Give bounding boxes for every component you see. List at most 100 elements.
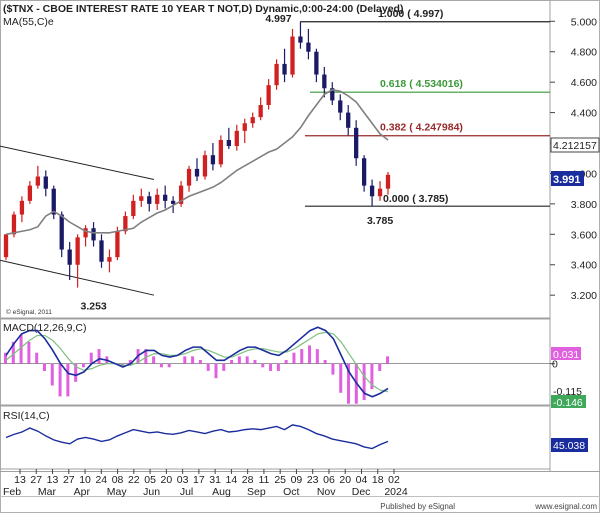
footer-published: Published by eSignal bbox=[380, 502, 455, 511]
macd-hist-bar bbox=[230, 360, 234, 364]
month-label: Mar bbox=[38, 486, 57, 498]
macd-hist-bar bbox=[159, 363, 163, 368]
date-tick-label: 25 bbox=[274, 474, 286, 486]
price-tick-label: 3.400 bbox=[571, 260, 597, 272]
high-annotation: 4.997 bbox=[265, 13, 291, 25]
macd-label: MACD(12,26,9,C) bbox=[3, 322, 86, 334]
date-tick-label: 08 bbox=[112, 474, 124, 486]
candle-body bbox=[27, 185, 33, 201]
macd-hist-bar bbox=[35, 352, 39, 364]
candle-body bbox=[346, 112, 351, 128]
candle-body bbox=[385, 174, 391, 189]
candle-body bbox=[115, 231, 120, 258]
channel-upper-line bbox=[0, 145, 155, 181]
macd-hist-box bbox=[551, 347, 581, 360]
candle-body bbox=[99, 240, 104, 262]
month-label: Dec bbox=[352, 486, 371, 498]
macd-hist-bar bbox=[378, 363, 382, 371]
macd-hist-bar bbox=[74, 363, 78, 382]
date-tick-label: 02 bbox=[388, 474, 400, 486]
candle-body bbox=[210, 155, 216, 165]
date-tick-label: 24 bbox=[95, 474, 107, 486]
macd-hist-bar bbox=[284, 360, 288, 364]
date-tick-label: 17 bbox=[193, 474, 205, 486]
macd-hist-bar bbox=[58, 363, 62, 397]
macd-hist-bar bbox=[269, 363, 273, 371]
candle-body bbox=[91, 228, 96, 241]
candle-body bbox=[131, 200, 136, 217]
ma-line bbox=[5, 88, 389, 236]
macd-hist-bar bbox=[167, 363, 171, 368]
macd-signal-line bbox=[5, 331, 389, 393]
candle-body bbox=[202, 155, 208, 177]
month-label: Nov bbox=[317, 486, 336, 498]
candle-body bbox=[107, 257, 112, 262]
month-label: Sep bbox=[247, 486, 266, 498]
low-annotation: 3.253 bbox=[80, 301, 106, 313]
axes-layer: 5.0004.8004.6004.4004.2004.0003.8003.600… bbox=[3, 16, 597, 498]
date-tick-label: 13 bbox=[47, 474, 59, 486]
candle-body bbox=[282, 63, 287, 75]
rsi-value: 45.038 bbox=[553, 440, 585, 452]
month-label: Jul bbox=[180, 486, 193, 498]
macd-hist-bar bbox=[323, 360, 327, 364]
date-tick-label: 06 bbox=[323, 474, 335, 486]
footer-url: www.esignal.com bbox=[534, 502, 597, 511]
date-tick-label: 03 bbox=[177, 474, 189, 486]
candle-body bbox=[306, 42, 311, 52]
candle-body bbox=[218, 139, 224, 165]
macd-hist-bar bbox=[4, 352, 7, 364]
candle-body bbox=[3, 234, 9, 258]
month-label: Jun bbox=[143, 486, 160, 498]
date-tick-label: 04 bbox=[356, 474, 368, 486]
macd-hist-bar bbox=[214, 363, 218, 379]
candle-body bbox=[186, 168, 192, 186]
candle-body bbox=[67, 249, 72, 265]
candle-body bbox=[51, 188, 56, 215]
macd-hist-bar bbox=[81, 363, 85, 368]
macd-hist-bar bbox=[11, 341, 15, 364]
macd-hist-bar bbox=[27, 341, 31, 364]
fib-label-0000: 0.000 ( 3.785) bbox=[383, 193, 448, 205]
date-tick-label: 31 bbox=[209, 474, 221, 486]
fib-label-0382: 0.382 ( 4.247984) bbox=[380, 122, 463, 134]
date-tick-label: 10 bbox=[79, 474, 91, 486]
macd-value-box bbox=[551, 385, 583, 397]
macd-hist-bar bbox=[362, 363, 366, 401]
rsi-layer bbox=[5, 424, 389, 450]
candle-body bbox=[83, 228, 88, 238]
candle-body bbox=[194, 168, 200, 177]
macd-hist-bar bbox=[300, 349, 304, 364]
candle-body bbox=[226, 139, 231, 147]
macd-hist-bar bbox=[276, 363, 280, 371]
macd-hist-bar bbox=[386, 356, 389, 364]
macd-hist-bar bbox=[206, 363, 210, 371]
fibonacci-levels bbox=[300, 21, 550, 207]
candle-body bbox=[298, 36, 303, 43]
candle-body bbox=[361, 158, 367, 186]
candle-body bbox=[250, 117, 255, 124]
ma-label: MA(55,C)e bbox=[3, 16, 54, 28]
price-tick-label: 5.000 bbox=[571, 16, 597, 28]
candle-body bbox=[274, 63, 279, 86]
month-label: May bbox=[107, 486, 128, 498]
date-tick-label: 20 bbox=[339, 474, 351, 486]
candle-body bbox=[155, 194, 160, 204]
price-tick-label: 4.400 bbox=[571, 108, 597, 120]
date-tick-label: 18 bbox=[372, 474, 384, 486]
date-tick-label: 20 bbox=[161, 474, 173, 486]
candle-body bbox=[258, 104, 263, 118]
date-tick-label: 14 bbox=[226, 474, 238, 486]
macd-layer: 0 bbox=[0, 326, 558, 404]
date-tick-label: 23 bbox=[307, 474, 319, 486]
candle-body bbox=[234, 130, 239, 147]
month-label: 2024 bbox=[384, 486, 408, 498]
candle-body bbox=[266, 85, 271, 105]
price-tick-label: 3.200 bbox=[571, 290, 597, 302]
macd-hist-bar bbox=[308, 345, 312, 364]
rsi-label: RSI(14,C) bbox=[3, 410, 50, 422]
macd-hist-bar bbox=[50, 363, 54, 386]
macd-hist-bar bbox=[19, 334, 23, 364]
watermark: © eSignal, 2011 bbox=[6, 308, 52, 316]
